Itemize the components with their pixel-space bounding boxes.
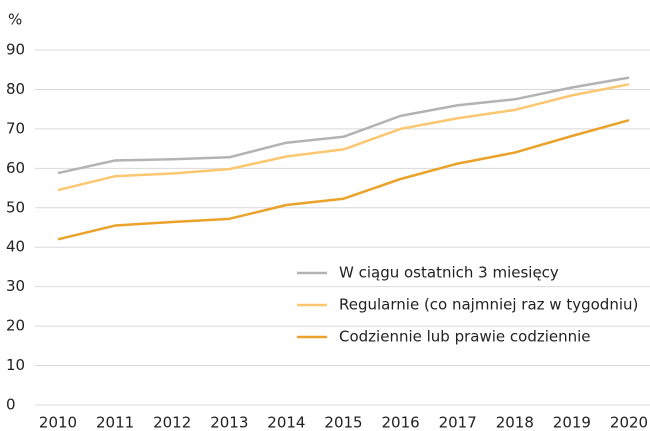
y-tick-label: 30 [6, 277, 25, 295]
y-tick-label: 0 [6, 396, 16, 414]
y-tick-label: 40 [6, 238, 25, 256]
x-tick-label: 2012 [153, 414, 191, 431]
x-tick-label: 2018 [496, 414, 534, 431]
legend-label: Codziennie lub prawie codziennie [339, 328, 591, 346]
x-tick-label: 2016 [382, 414, 420, 431]
y-axis-label: % [8, 11, 22, 29]
legend-label: Regularnie (co najmniej raz w tygodniu) [339, 296, 638, 314]
x-tick-label: 2015 [324, 414, 362, 431]
x-tick-label: 2020 [610, 414, 648, 431]
x-tick-label: 2017 [439, 414, 477, 431]
x-tick-label: 2014 [267, 414, 305, 431]
x-tick-label: 2019 [553, 414, 591, 431]
y-tick-label: 10 [6, 356, 25, 374]
x-tick-label: 2010 [39, 414, 77, 431]
y-tick-label: 60 [6, 159, 25, 177]
y-tick-label: 50 [6, 198, 25, 216]
x-tick-label: 2011 [96, 414, 134, 431]
series-line [57, 76, 630, 175]
y-tick-label: 70 [6, 119, 25, 137]
legend-label: W ciągu ostatnich 3 miesięcy [339, 264, 559, 282]
series-line [57, 83, 630, 192]
x-tick-label: 2013 [210, 414, 248, 431]
y-tick-label: 90 [6, 41, 25, 59]
y-tick-label: 80 [6, 80, 25, 98]
y-tick-label: 20 [6, 317, 25, 335]
series-line [57, 119, 630, 241]
